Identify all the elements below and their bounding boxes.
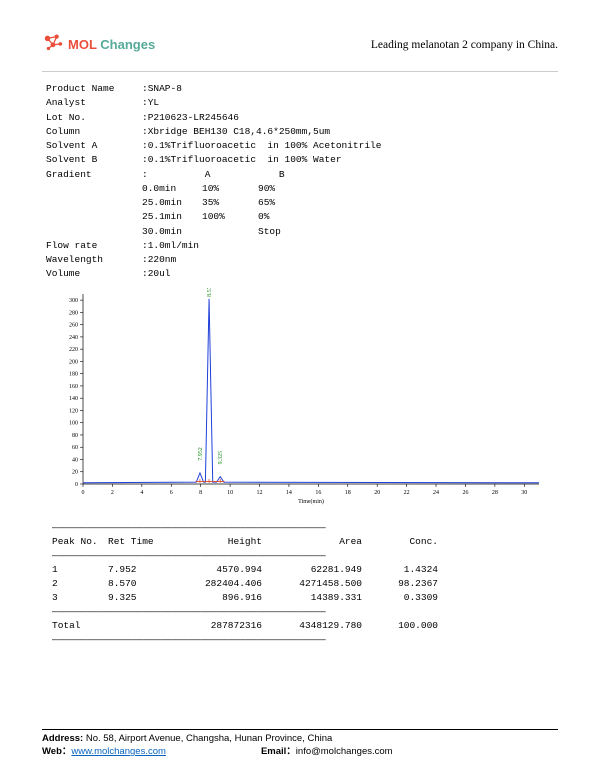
svg-text:10: 10	[227, 490, 233, 496]
meta-label: Analyst	[46, 96, 142, 110]
svg-text:80: 80	[72, 432, 78, 438]
svg-text:12: 12	[257, 490, 263, 496]
header-rule	[42, 71, 558, 72]
svg-text:140: 140	[69, 396, 78, 402]
svg-text:200: 200	[69, 359, 78, 365]
svg-text:4: 4	[140, 490, 143, 496]
svg-text:180: 180	[69, 371, 78, 377]
svg-text:9.325: 9.325	[218, 450, 224, 464]
svg-text:22: 22	[404, 490, 410, 496]
svg-text:60: 60	[72, 445, 78, 451]
svg-text:240: 240	[69, 334, 78, 340]
gradient-head: : A B	[142, 168, 285, 182]
meta-value: :20ul	[142, 267, 171, 281]
footer-email: info@molchanges.com	[296, 746, 393, 757]
svg-text:280: 280	[69, 310, 78, 316]
table-header: Peak No. Ret Time Height Area Conc.	[52, 536, 482, 547]
table-rule: ————————————————————————————————————————…	[52, 634, 482, 645]
svg-text:8: 8	[199, 490, 202, 496]
meta-value: :SNAP-8	[142, 82, 182, 96]
peak-table: ————————————————————————————————————————…	[52, 522, 482, 645]
footer-rule	[42, 729, 558, 730]
molecule-icon	[42, 32, 64, 57]
table-total: Total 287872316 4348129.780 100.000	[52, 620, 482, 631]
table-rule: ————————————————————————————————————————…	[52, 606, 482, 617]
svg-text:26: 26	[462, 490, 468, 496]
table-rule: ————————————————————————————————————————…	[52, 522, 482, 533]
meta-label: Product Name	[46, 82, 142, 96]
svg-text:24: 24	[433, 490, 439, 496]
page-header: MOL Changes Leading melanotan 2 company …	[42, 32, 558, 57]
svg-text:300: 300	[69, 298, 78, 304]
table-row: 39.325896.91614389.3310.3309	[52, 592, 482, 603]
gradient-row: 0.0min10%90%	[142, 182, 558, 196]
svg-text:30: 30	[521, 490, 527, 496]
svg-text:40: 40	[72, 457, 78, 463]
meta-value: :Xbridge BEH130 C18,4.6*250mm,5um	[142, 125, 330, 139]
svg-text:20: 20	[72, 469, 78, 475]
svg-text:0: 0	[75, 482, 78, 488]
meta-label: Solvent A	[46, 139, 142, 153]
svg-text:18: 18	[345, 490, 351, 496]
page-footer: Address: No. 58, Airport Avenue, Changsh…	[42, 729, 558, 759]
table-rule: ————————————————————————————————————————…	[52, 550, 482, 561]
meta-label: Lot No.	[46, 111, 142, 125]
svg-text:16: 16	[315, 490, 321, 496]
footer-link[interactable]: www.molchanges.com	[71, 746, 166, 757]
svg-text:14: 14	[286, 490, 292, 496]
gradient-row: 25.1min100%0%	[142, 210, 558, 224]
svg-text:0: 0	[82, 490, 85, 496]
table-row: 28.570282404.4064271458.50098.2367	[52, 578, 482, 589]
svg-text:28: 28	[492, 490, 498, 496]
meta-label: Column	[46, 125, 142, 139]
tagline: Leading melanotan 2 company in China.	[371, 39, 558, 51]
meta-value: :0.1%Trifluoroacetic in 100% Acetonitril…	[142, 139, 381, 153]
gradient-row: 25.0min35%65%	[142, 196, 558, 210]
meta-value: :220nm	[142, 253, 176, 267]
svg-text:Time(min): Time(min)	[298, 498, 324, 505]
meta-block: Product Name:SNAP-8 Analyst:YL Lot No.:P…	[46, 82, 558, 282]
svg-text:8.570: 8.570	[207, 288, 213, 297]
svg-text:260: 260	[69, 322, 78, 328]
svg-text:2: 2	[111, 490, 114, 496]
svg-text:20: 20	[374, 490, 380, 496]
meta-label: Flow rate	[46, 239, 142, 253]
meta-value: :P210623-LR245646	[142, 111, 239, 125]
meta-label: Volume	[46, 267, 142, 281]
footer-label: Address:	[42, 733, 86, 744]
logo-text: MOL Changes	[68, 37, 155, 52]
meta-value: :YL	[142, 96, 159, 110]
meta-label: Solvent B	[46, 153, 142, 167]
svg-text:160: 160	[69, 383, 78, 389]
footer-label: Web：	[42, 746, 71, 757]
svg-text:7.952: 7.952	[198, 447, 204, 461]
gradient-row: 30.0minStop	[142, 225, 558, 239]
logo: MOL Changes	[42, 32, 155, 57]
meta-label: Wavelength	[46, 253, 142, 267]
meta-value: :1.0ml/min	[142, 239, 199, 253]
svg-text:6: 6	[170, 490, 173, 496]
svg-text:220: 220	[69, 347, 78, 353]
table-row: 17.9524570.99462281.9491.4324	[52, 564, 482, 575]
footer-label: Email：	[261, 746, 296, 757]
footer-address: No. 58, Airport Avenue, Changsha, Hunan …	[86, 733, 332, 744]
meta-value: :0.1%Trifluoroacetic in 100% Water	[142, 153, 342, 167]
meta-label: Gradient	[46, 168, 142, 182]
svg-text:120: 120	[69, 408, 78, 414]
chromatogram-chart: 0204060801001201401601802002202402602803…	[55, 288, 545, 506]
svg-text:100: 100	[69, 420, 78, 426]
